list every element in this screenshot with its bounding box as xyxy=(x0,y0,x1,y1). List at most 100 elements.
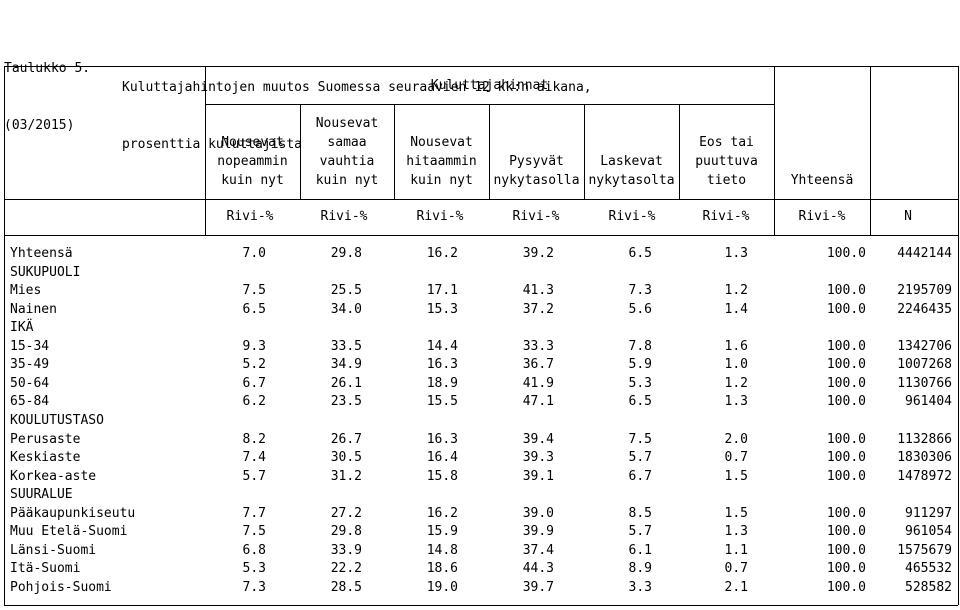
table-cell: 17.1 xyxy=(426,283,458,299)
row-label: 35-49 xyxy=(10,357,50,373)
table-cell: 33.5 xyxy=(330,338,362,354)
row-label: Itä-Suomi xyxy=(10,561,81,577)
table-cell: 23.5 xyxy=(330,394,362,410)
table-cell: 9.3 xyxy=(242,338,266,354)
row-label: SUKUPUOLI xyxy=(10,264,81,280)
column-header-3-line-4: kuin nyt xyxy=(410,173,473,188)
table-cell: 29.8 xyxy=(330,524,362,540)
table-cell: 16.2 xyxy=(426,505,458,521)
row-label: Yhteensä xyxy=(10,246,73,261)
table-cell: 7.4 xyxy=(242,450,266,466)
table-cell: 100.0 xyxy=(826,375,866,391)
column-header-3-line-2: Nousevat xyxy=(410,135,473,150)
table-cell: 100.0 xyxy=(826,450,866,466)
vrule-left xyxy=(4,66,5,605)
table-cell: 28.5 xyxy=(330,579,362,595)
table-cell: 5.6 xyxy=(628,301,652,317)
vrule-col-1 xyxy=(300,104,301,199)
table-cell: 16.4 xyxy=(426,450,458,466)
table-cell: 41.3 xyxy=(522,283,554,299)
table-cell: 961404 xyxy=(905,394,952,410)
column-header-6-line-3: puuttuva xyxy=(695,154,758,169)
table-cell: 7.7 xyxy=(242,505,266,521)
table-cell: 27.2 xyxy=(330,505,362,521)
table-cell: 18.6 xyxy=(426,561,458,577)
table-cell: 1132866 xyxy=(897,431,952,447)
column-header-3-line-3: hitaammin xyxy=(406,154,477,169)
row-label: 50-64 xyxy=(10,375,50,391)
table-cell: 37.2 xyxy=(522,301,554,317)
table-cell: 1.3 xyxy=(724,246,748,261)
table-cell: 6.5 xyxy=(242,301,266,317)
vrule-n-left xyxy=(870,66,871,235)
vrule-group-left xyxy=(205,66,206,235)
table-cell: 15.5 xyxy=(426,394,458,410)
column-unit-1: Rivi-% xyxy=(226,209,274,224)
row-label: KOULUTUSTASO xyxy=(10,412,104,428)
table-cell: 16.3 xyxy=(426,431,458,447)
table-cell: 39.7 xyxy=(522,579,554,595)
column-header-1-line-4: kuin nyt xyxy=(221,173,284,188)
table-cell: 6.8 xyxy=(242,542,266,558)
column-header-4-line-3: Pysyvät xyxy=(509,154,564,169)
table-cell: 100.0 xyxy=(826,301,866,317)
row-label: Pääkaupunkiseutu xyxy=(10,505,136,521)
table-cell: 0.7 xyxy=(724,450,748,466)
vrule-col-3 xyxy=(489,104,490,199)
rule-header-bottom xyxy=(4,199,958,200)
title-line-1: Kuluttajahintojen muutos Suomessa seuraa… xyxy=(122,80,592,95)
column-unit-6: Rivi-% xyxy=(702,209,750,224)
table-cell: 25.5 xyxy=(330,283,362,299)
row-label: Perusaste xyxy=(10,431,81,447)
row-label: SUURALUE xyxy=(10,487,73,503)
vrule-right xyxy=(958,66,959,605)
table-cell: 15.3 xyxy=(426,301,458,317)
table-cell: 39.1 xyxy=(522,468,554,484)
table-cell: 2195709 xyxy=(897,283,952,299)
table-cell: 5.7 xyxy=(628,524,652,540)
table-cell: 1.2 xyxy=(724,375,748,391)
column-header-2-line-3: vauhtia xyxy=(319,154,375,169)
table-cell: 6.7 xyxy=(628,468,652,484)
table-cell: 44.3 xyxy=(522,561,554,577)
table-cell: 26.1 xyxy=(330,375,362,391)
table-cell: 18.9 xyxy=(426,375,458,391)
row-label: 65-84 xyxy=(10,394,50,410)
table-cell: 34.9 xyxy=(330,357,362,373)
table-cell: 100.0 xyxy=(826,431,866,447)
table-cell: 7.0 xyxy=(242,246,266,261)
table-cell: 7.3 xyxy=(242,579,266,595)
table-cell: 0.7 xyxy=(724,561,748,577)
table-cell: 7.5 xyxy=(242,524,266,540)
table-cell: 2.0 xyxy=(724,431,748,447)
column-header-1-line-3: nopeammin xyxy=(217,154,288,169)
table-cell: 29.8 xyxy=(330,246,362,261)
table-cell: 1.4 xyxy=(724,301,748,317)
table-cell: 100.0 xyxy=(826,357,866,373)
rule-units-bottom xyxy=(4,235,958,236)
table-cell: 47.1 xyxy=(522,394,554,410)
table-cell: 100.0 xyxy=(826,283,866,299)
table-cell: 34.0 xyxy=(330,301,362,317)
table-cell: 100.0 xyxy=(826,468,866,484)
title-line-2: prosenttia kuluttajista xyxy=(122,137,303,152)
table-cell: 39.4 xyxy=(522,431,554,447)
table-cell: 5.9 xyxy=(628,357,652,373)
table-cell: 39.3 xyxy=(522,450,554,466)
column-unit-7: Rivi-% xyxy=(798,209,846,224)
table-cell: 1.5 xyxy=(724,468,748,484)
table-cell: 7.3 xyxy=(628,283,652,299)
table-cell: 1342706 xyxy=(897,338,952,354)
table-cell: 7.5 xyxy=(628,431,652,447)
table-cell: 1830306 xyxy=(897,450,952,466)
column-unit-4: Rivi-% xyxy=(512,209,560,224)
column-header-6-line-2: Eos tai xyxy=(699,135,754,150)
vrule-col-5 xyxy=(679,104,680,199)
table-cell: 39.0 xyxy=(522,505,554,521)
column-header-7-line-4: Yhteensä xyxy=(790,173,854,188)
column-header-5-line-4: nykytasolta xyxy=(588,173,675,188)
table-cell: 2.1 xyxy=(724,579,748,595)
table-cell: 33.9 xyxy=(330,542,362,558)
table-cell: 7.8 xyxy=(628,338,652,354)
table-cell: 100.0 xyxy=(826,394,866,410)
